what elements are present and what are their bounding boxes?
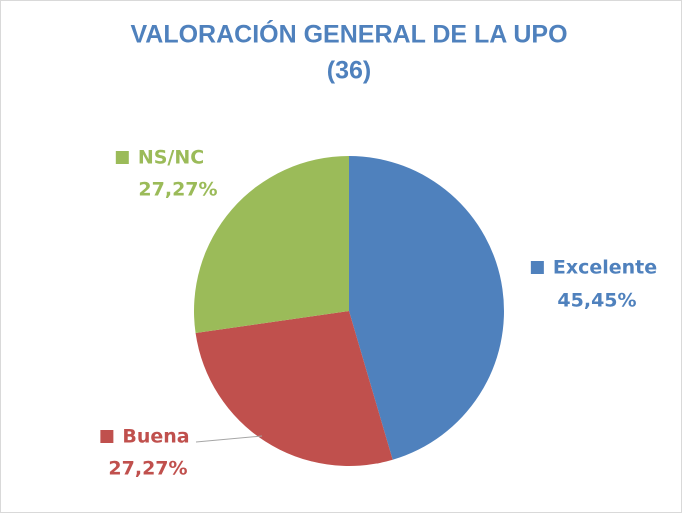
data-label-value: 27,27% [138,179,217,201]
data-label-name: Buena [122,426,189,448]
pie-slice [194,156,349,334]
chart-title: (36) [327,57,371,85]
data-label-value: 45,45% [557,290,636,312]
data-label-name: NS/NC [138,147,204,169]
chart-title: VALORACIÓN GENERAL DE LA UPO [130,19,567,49]
pie-slice [349,156,504,460]
legend-key [530,261,544,274]
legend-key [115,151,129,164]
pie-slice [195,311,393,466]
leader-line [195,435,263,443]
data-label-name: Excelente [553,257,657,279]
data-label-value: 27,27% [108,458,187,480]
legend-key [100,430,114,443]
